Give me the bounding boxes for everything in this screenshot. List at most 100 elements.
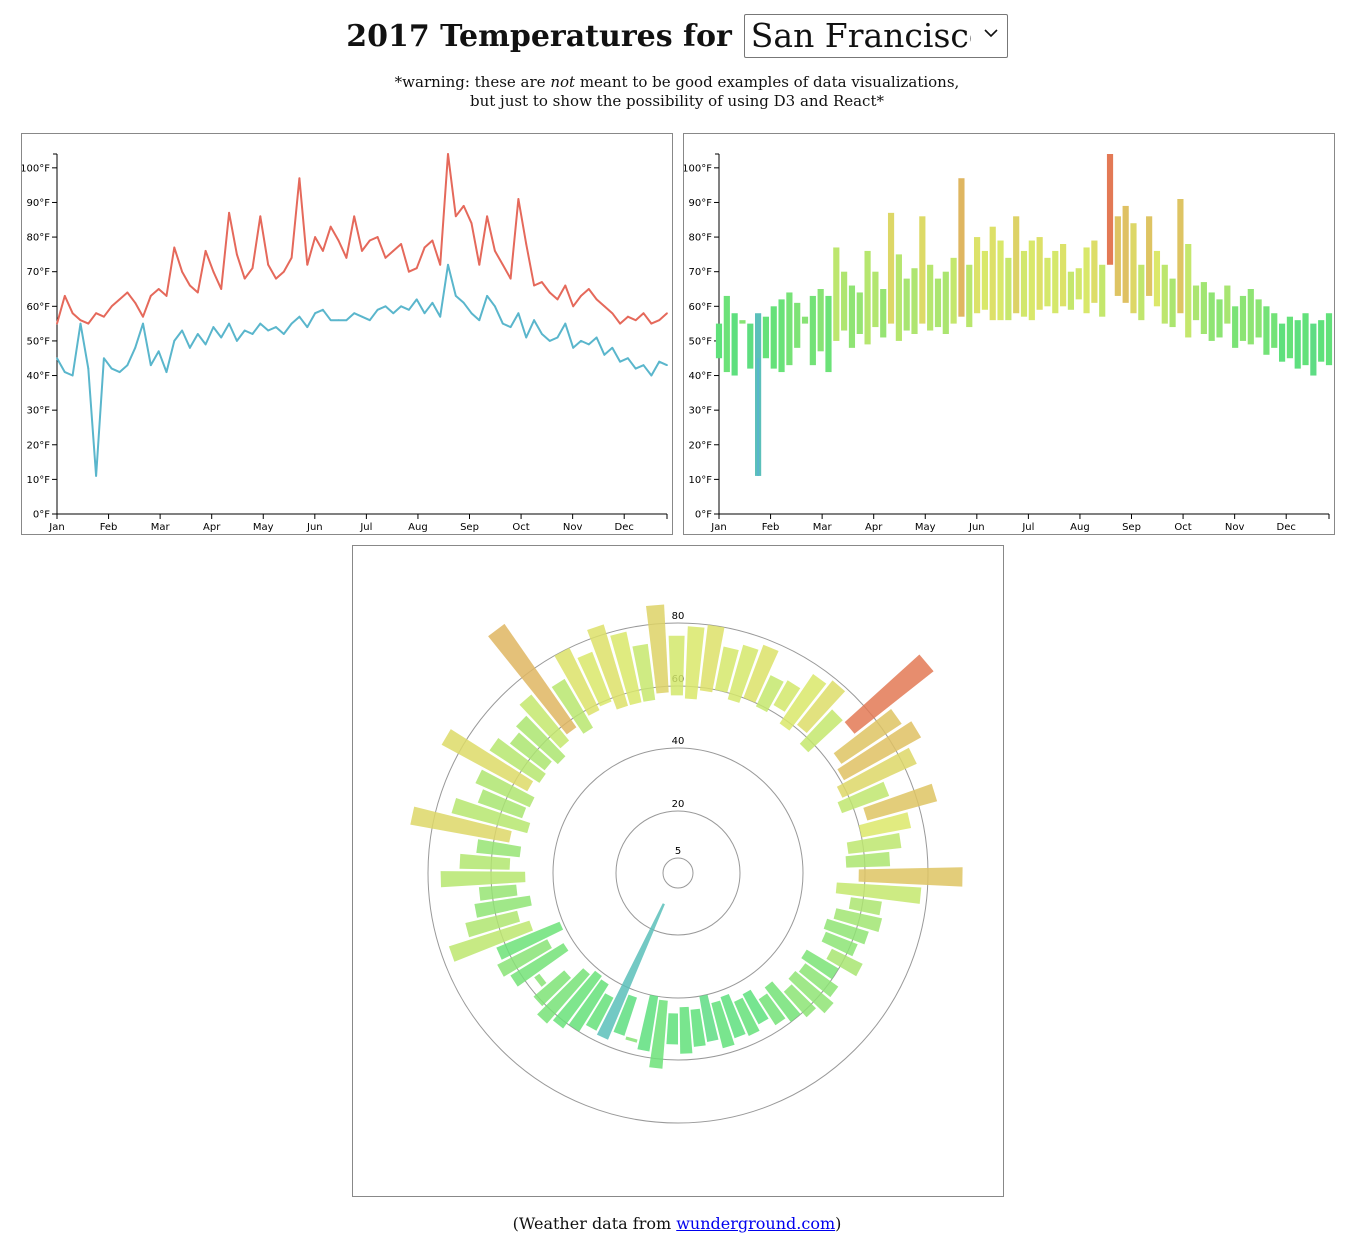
data-point-low: [431, 301, 434, 304]
data-point-low: [603, 353, 606, 356]
data-point-low: [447, 263, 449, 266]
bar-chart-svg: 0°F 10°F 20°F 30°F 40°F 50°F 60°F 70°F 80°F 90°F 1…: [684, 153, 1333, 533]
range-bar: [1067, 271, 1075, 310]
data-point-high: [603, 305, 606, 308]
wunderground-link[interactable]: wunderground.com: [676, 1214, 836, 1233]
range-bar: [1310, 323, 1317, 376]
page-header: 2017 Temperatures for San Francisco *war…: [0, 14, 1354, 111]
range-bar: [841, 271, 848, 331]
data-point-high: [204, 250, 207, 252]
data-point-high: [619, 322, 621, 325]
radial-bar: [764, 981, 801, 1023]
data-point-low: [595, 336, 598, 339]
data-point-low: [275, 326, 277, 328]
data-point-low: [56, 357, 58, 360]
range-bar: [927, 264, 934, 331]
radial-bar: [848, 897, 882, 916]
radial-bar: [799, 709, 843, 753]
bar-chart-x-tick-label: Aug: [1070, 522, 1090, 533]
data-point-high: [329, 225, 332, 228]
data-point-high: [181, 270, 184, 273]
data-point-low: [517, 312, 520, 315]
data-point-low: [267, 329, 270, 332]
range-bar: [1200, 282, 1207, 334]
warning-prefix: *warning: these are: [394, 73, 551, 91]
range-bar: [919, 216, 926, 324]
range-bar: [1122, 205, 1129, 303]
city-select[interactable]: San Francisco: [743, 14, 1008, 58]
radial-bar: [727, 644, 759, 703]
radial-ring-label: 20: [672, 799, 685, 810]
radial-bar: [477, 789, 527, 819]
radial-bar: [755, 675, 784, 713]
radial-bar: [690, 1008, 706, 1047]
radial-bar: [836, 747, 917, 798]
bar-chart-y-tick-label: 40°F: [689, 371, 713, 382]
data-point-high: [423, 246, 426, 249]
data-point-high: [243, 277, 246, 280]
data-point-high: [486, 215, 489, 218]
range-bar: [1161, 264, 1168, 324]
data-point-low: [235, 340, 238, 342]
bar-chart-x-tick-label: Sep: [1122, 522, 1141, 533]
range-bar: [981, 250, 988, 310]
data-point-high: [142, 315, 144, 318]
data-point-low: [189, 346, 191, 349]
bar-chart-x-tick-label: Oct: [1174, 522, 1191, 533]
radial-bar: [858, 867, 963, 887]
footer-prefix: (Weather data from: [512, 1214, 677, 1233]
line-chart-y-tick-label: 100°F: [22, 163, 50, 174]
series-line-low: [56, 263, 668, 477]
range-bar: [1106, 154, 1114, 265]
data-point-low: [181, 329, 184, 332]
range-bar: [833, 247, 840, 341]
footer-suffix: ): [835, 1214, 842, 1233]
bar-chart-x-tick-label: Jul: [1021, 522, 1034, 533]
range-bar: [1028, 240, 1035, 321]
radial-bar: [823, 918, 869, 945]
line-chart-x-tick-label: Jan: [48, 522, 64, 533]
data-point-low: [384, 305, 387, 308]
radial-bar: [509, 732, 552, 771]
range-bar: [989, 226, 996, 321]
range-bar: [825, 295, 832, 373]
radial-bar: [720, 994, 746, 1039]
radial-bar: [742, 989, 769, 1025]
radial-bar: [596, 903, 665, 1040]
data-point-low: [321, 308, 324, 311]
data-point-low: [126, 364, 129, 367]
data-point-high: [71, 312, 74, 315]
data-point-low: [626, 357, 629, 360]
data-point-low: [361, 315, 363, 318]
radial-bar: [844, 654, 934, 734]
range-bar: [903, 278, 910, 331]
radial-bar: [797, 680, 846, 733]
range-bar: [856, 292, 863, 334]
range-bar: [747, 323, 754, 369]
data-point-high: [368, 239, 371, 242]
data-point-high: [533, 284, 535, 287]
bar-chart-x-tick-label: Jan: [710, 522, 726, 533]
data-point-high: [595, 298, 598, 301]
range-bar: [1075, 268, 1082, 300]
data-point-low: [540, 333, 543, 335]
data-point-low: [251, 333, 254, 335]
bar-chart-y-tick-label: 20°F: [689, 440, 713, 451]
radial-bar: [625, 1036, 638, 1043]
data-point-low: [392, 312, 395, 315]
bar-chart-x-tick-label: Dec: [1277, 522, 1296, 533]
line-chart-y-tick-label: 50°F: [27, 336, 51, 347]
data-point-high: [275, 277, 277, 280]
range-bar: [1232, 306, 1239, 348]
radial-bar: [465, 910, 520, 938]
range-bar: [973, 237, 981, 314]
data-point-high: [564, 284, 567, 287]
warning-note: *warning: these are not meant to be good…: [0, 73, 1354, 111]
range-bar: [1278, 323, 1286, 362]
city-select-wrapper[interactable]: San Francisco: [743, 14, 1008, 58]
line-chart-x-tick-label: Aug: [408, 522, 428, 533]
radial-bar: [845, 851, 891, 868]
radial-bar: [846, 833, 902, 854]
data-point-low: [376, 308, 379, 311]
bar-chart-y-tick-label: 10°F: [689, 475, 713, 486]
